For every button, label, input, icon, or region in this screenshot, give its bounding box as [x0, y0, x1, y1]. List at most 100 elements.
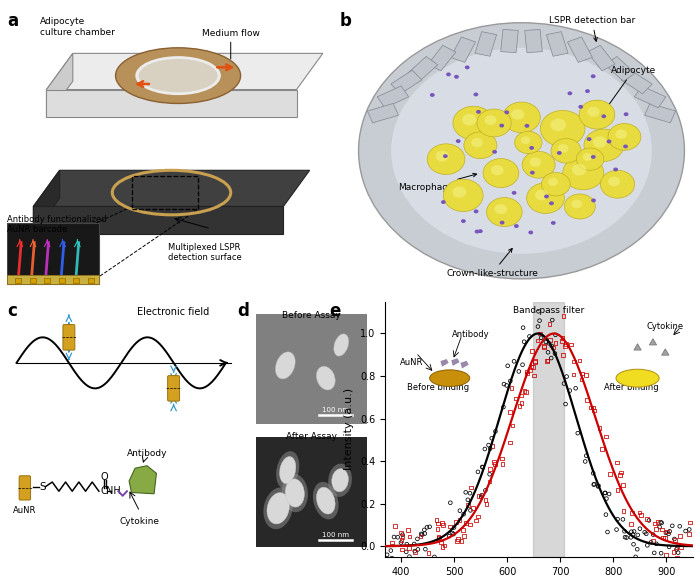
Point	[617, 480, 629, 490]
Ellipse shape	[286, 479, 304, 507]
Circle shape	[564, 194, 595, 219]
Point	[532, 336, 543, 345]
Point	[477, 462, 488, 472]
Polygon shape	[650, 339, 657, 345]
Point	[489, 458, 500, 467]
Bar	[428, 45, 456, 71]
Point	[542, 347, 554, 357]
Circle shape	[503, 102, 540, 133]
Circle shape	[456, 139, 461, 143]
Point	[498, 379, 510, 389]
Point	[444, 522, 456, 531]
Point	[412, 534, 423, 543]
Point	[416, 530, 427, 539]
Point	[605, 470, 616, 479]
Point	[544, 320, 555, 329]
Circle shape	[476, 110, 481, 114]
Point	[437, 542, 448, 552]
Ellipse shape	[316, 367, 335, 390]
Circle shape	[591, 155, 596, 159]
Point	[522, 367, 533, 376]
Point	[466, 483, 477, 492]
Point	[587, 403, 598, 412]
Point	[574, 356, 585, 365]
Ellipse shape	[263, 487, 293, 529]
Bar	[29, 278, 36, 283]
Bar	[44, 278, 50, 283]
Point	[547, 316, 558, 325]
Point	[462, 501, 473, 510]
Point	[528, 371, 539, 380]
Bar	[606, 56, 635, 81]
Circle shape	[608, 176, 620, 186]
Bar	[7, 223, 99, 284]
Point	[522, 369, 533, 378]
Point	[397, 532, 408, 542]
Point	[545, 353, 557, 362]
Point	[662, 527, 673, 536]
Point	[424, 522, 435, 531]
Point	[481, 499, 492, 509]
Point	[668, 534, 680, 543]
Point	[626, 527, 637, 536]
Point	[539, 343, 550, 352]
Point	[519, 337, 530, 346]
Point	[621, 533, 632, 542]
Point	[632, 530, 643, 539]
Text: O: O	[100, 472, 108, 482]
Point	[671, 545, 682, 554]
Point	[535, 329, 546, 338]
Point	[451, 517, 462, 527]
Point	[675, 531, 686, 541]
Bar	[408, 56, 438, 81]
Point	[484, 477, 495, 486]
Point	[564, 386, 575, 395]
Point	[587, 469, 598, 478]
Point	[643, 516, 655, 525]
Circle shape	[478, 229, 483, 233]
FancyBboxPatch shape	[168, 376, 180, 401]
Point	[636, 510, 647, 520]
Point	[664, 527, 676, 536]
Text: Antibody: Antibody	[127, 449, 167, 458]
Point	[502, 361, 513, 371]
Circle shape	[544, 194, 549, 198]
Circle shape	[427, 144, 465, 175]
Point	[484, 444, 496, 454]
Circle shape	[578, 105, 583, 109]
Point	[451, 536, 462, 546]
Text: d: d	[238, 302, 250, 320]
Circle shape	[491, 165, 503, 175]
Circle shape	[601, 171, 635, 198]
Point	[480, 444, 491, 454]
Point	[616, 468, 627, 477]
Point	[470, 516, 482, 525]
Point	[671, 542, 682, 552]
Point	[649, 519, 660, 528]
Point	[515, 391, 526, 400]
Ellipse shape	[391, 48, 652, 254]
Bar	[587, 45, 615, 71]
Point	[545, 335, 556, 345]
Point	[560, 400, 571, 409]
Point	[447, 528, 458, 538]
Circle shape	[571, 200, 582, 208]
Circle shape	[587, 107, 600, 117]
Point	[566, 340, 577, 349]
Point	[397, 530, 408, 539]
Point	[486, 441, 498, 450]
Point	[389, 521, 400, 531]
Point	[473, 512, 484, 521]
Point	[462, 495, 473, 505]
Point	[669, 535, 680, 545]
Point	[385, 546, 396, 555]
Point	[649, 548, 660, 557]
Point	[659, 533, 671, 542]
Circle shape	[591, 74, 596, 78]
Polygon shape	[461, 361, 469, 368]
Point	[558, 311, 569, 321]
Circle shape	[486, 198, 522, 227]
Circle shape	[446, 72, 451, 77]
Polygon shape	[34, 171, 60, 234]
Point	[585, 403, 596, 412]
